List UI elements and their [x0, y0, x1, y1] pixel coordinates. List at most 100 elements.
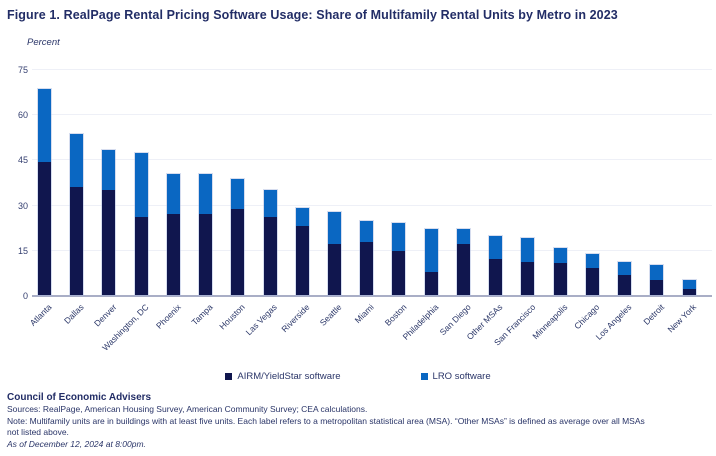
y-axis-tick-label: 30 — [17, 200, 28, 211]
bar-segment-airm — [166, 213, 180, 295]
bar-segment-lro — [521, 237, 535, 262]
bar-segment-lro — [199, 174, 213, 214]
bar-segment-lro — [456, 228, 470, 244]
y-axis-tick-label: 0 — [22, 291, 28, 301]
bar-group — [231, 179, 245, 295]
bar-group — [166, 174, 180, 295]
bar-segment-airm — [134, 216, 148, 295]
bar-segment-lro — [134, 153, 148, 217]
x-axis-label: Las Vegas — [244, 302, 280, 338]
y-axis-tick-label: 60 — [17, 110, 28, 121]
bar-segment-lro — [392, 222, 406, 252]
legend-swatch-lro-icon — [420, 373, 428, 380]
bar-segment-airm — [585, 267, 599, 295]
footer-as-of: As of December 12, 2024 at 8:00pm. — [7, 438, 146, 449]
bar-segment-lro — [166, 174, 180, 214]
bar-segment-lro — [360, 221, 374, 243]
bar-segment-lro — [328, 212, 342, 244]
bar-group — [70, 133, 84, 295]
bar-group — [199, 174, 213, 295]
legend: AIRM/YieldStar software LRO software — [0, 371, 716, 382]
x-axis-label: Phoenix — [153, 302, 183, 331]
bar-segment-lro — [489, 236, 503, 259]
bar-group — [456, 228, 470, 295]
x-axis-line — [32, 295, 712, 297]
bar-group — [682, 279, 696, 295]
bar-group — [295, 207, 309, 295]
y-axis-unit-label: Percent — [27, 37, 60, 48]
bar-segment-lro — [263, 189, 277, 217]
bar-segment-airm — [618, 275, 632, 295]
bar-group — [489, 236, 503, 295]
bar-segment-airm — [682, 288, 696, 295]
legend-label-lro: LRO software — [432, 371, 491, 382]
bar-segment-lro — [102, 150, 116, 190]
x-axis-label: Denver — [91, 302, 119, 329]
y-axis-tick-label: 45 — [17, 155, 28, 166]
bar-segment-lro — [650, 264, 664, 280]
bar-segment-lro — [618, 261, 632, 276]
gridline — [32, 114, 712, 116]
bar-segment-airm — [553, 263, 567, 295]
bar-segment-airm — [489, 258, 503, 295]
x-axis-label: Detroit — [641, 302, 666, 327]
gridline — [32, 204, 712, 206]
bar-segment-lro — [424, 228, 438, 273]
bar-segment-airm — [650, 279, 664, 295]
bar-group — [360, 221, 374, 295]
bar-group — [521, 237, 535, 295]
bar-segment-airm — [199, 213, 213, 295]
chart-title: Figure 1. RealPage Rental Pricing Softwa… — [7, 8, 618, 22]
bar-group — [263, 189, 277, 295]
bar-segment-airm — [456, 243, 470, 295]
footer-note-line2: not listed above. — [7, 427, 69, 437]
bar-segment-airm — [392, 251, 406, 295]
x-axis-label: New York — [665, 302, 699, 335]
legend-item-lro: LRO software — [420, 371, 491, 382]
bar-segment-airm — [424, 272, 438, 295]
x-axis-label: Boston — [382, 302, 409, 328]
footer: Council of Economic Advisers Sources: Re… — [7, 391, 711, 450]
bar-group — [134, 153, 148, 295]
bar-segment-airm — [263, 216, 277, 295]
bar-segment-airm — [295, 225, 309, 295]
y-axis-tick-label: 75 — [17, 65, 28, 75]
bar-segment-airm — [70, 186, 84, 295]
bar-segment-airm — [360, 242, 374, 295]
bar-segment-lro — [38, 88, 51, 163]
x-axis-label: Riverside — [279, 302, 312, 335]
x-axis-label: Chicago — [572, 302, 602, 332]
bar-segment-lro — [553, 248, 567, 264]
bar-group — [38, 88, 51, 295]
legend-item-airm: AIRM/YieldStar software — [225, 371, 341, 382]
x-axis-label: Atlanta — [27, 302, 54, 328]
y-axis-tick-label: 15 — [17, 245, 28, 256]
gridline — [32, 159, 712, 161]
bar-segment-lro — [585, 254, 599, 268]
x-axis-label: Dallas — [62, 302, 86, 326]
x-axis-label: Houston — [217, 302, 247, 332]
footer-organization: Council of Economic Advisers — [7, 392, 152, 403]
legend-label-airm: AIRM/YieldStar software — [237, 371, 341, 382]
bar-group — [102, 150, 116, 295]
x-axis-labels: Atlanta Dallas Denver Washington, DC Phoenix… — [28, 299, 712, 367]
bar-group — [392, 222, 406, 295]
plot-area — [32, 69, 712, 297]
bar-group — [618, 261, 632, 295]
footer-sources: Sources: RealPage, American Housing Surv… — [7, 404, 368, 414]
legend-swatch-airm-icon — [225, 373, 233, 380]
bar-group — [650, 264, 664, 295]
gridline — [32, 69, 712, 70]
bar-segment-airm — [38, 162, 51, 295]
bar-segment-airm — [102, 189, 116, 295]
x-axis-label: Tampa — [189, 302, 215, 328]
bar-segment-lro — [295, 207, 309, 226]
bar-group — [585, 254, 599, 295]
bar-group — [424, 228, 438, 295]
bar-segment-airm — [328, 243, 342, 295]
bar-group — [328, 212, 342, 295]
bar-segment-lro — [70, 133, 84, 187]
x-axis-label: Seattle — [317, 302, 344, 328]
bar-segment-airm — [521, 261, 535, 295]
